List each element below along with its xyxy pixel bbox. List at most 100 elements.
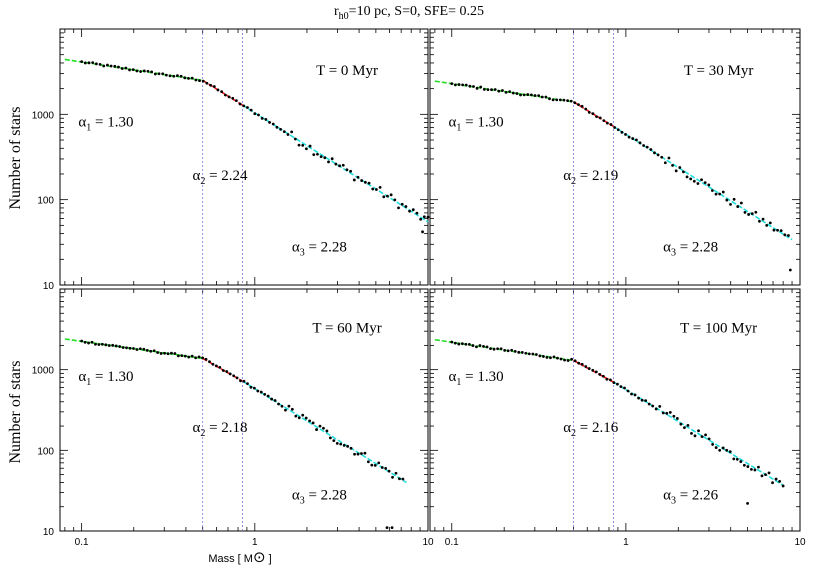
data-point	[493, 88, 497, 91]
data-point	[690, 432, 693, 435]
data-point	[384, 467, 388, 470]
data-point	[654, 407, 658, 411]
data-point	[450, 340, 454, 344]
data-point	[692, 179, 696, 183]
data-point	[501, 89, 504, 92]
data-point	[508, 90, 512, 94]
data-point	[718, 448, 722, 452]
data-point	[211, 362, 215, 366]
x-tick-label: 10	[794, 537, 806, 548]
data-point	[645, 145, 649, 149]
data-point	[672, 414, 676, 418]
plot-frame	[59, 288, 429, 532]
data-point	[569, 99, 573, 103]
data-point	[335, 441, 339, 445]
data-point	[686, 423, 690, 427]
data-point	[273, 399, 277, 402]
data-point	[461, 83, 465, 87]
data-point	[242, 104, 246, 108]
data-point	[544, 95, 548, 99]
data-point	[102, 64, 106, 68]
data-point	[389, 193, 393, 197]
data-point	[120, 67, 124, 70]
data-point	[758, 219, 761, 223]
data-point	[94, 342, 97, 346]
data-point	[721, 446, 725, 450]
data-point	[788, 268, 792, 272]
time-label: T = 30 Myr	[684, 63, 753, 79]
plot-frame	[429, 28, 801, 286]
data-point	[264, 118, 268, 121]
data-point	[520, 351, 524, 354]
data-point	[214, 364, 218, 368]
data-point	[522, 93, 526, 97]
data-point	[661, 411, 665, 415]
data-point	[711, 443, 715, 446]
data-point	[468, 84, 472, 88]
data-point	[584, 107, 588, 111]
data-point	[566, 99, 569, 102]
data-point	[750, 212, 754, 216]
data-point	[772, 228, 776, 232]
data-point	[464, 342, 468, 346]
data-point	[538, 354, 542, 358]
data-point	[415, 211, 419, 215]
data-point	[489, 347, 492, 350]
data-point	[633, 393, 637, 397]
data-point	[471, 344, 475, 347]
data-point	[696, 182, 700, 185]
data-point	[601, 374, 605, 378]
data-point	[627, 135, 631, 139]
data-point	[209, 83, 213, 87]
data-point	[142, 347, 146, 351]
data-point	[164, 73, 168, 77]
data-point	[682, 170, 685, 174]
data-point	[667, 156, 671, 160]
data-point	[128, 346, 132, 350]
data-point	[552, 355, 556, 359]
data-point	[159, 352, 163, 355]
data-point	[353, 452, 356, 456]
data-point	[346, 444, 350, 448]
data-point	[534, 353, 538, 356]
y-tick-label: 100	[37, 196, 54, 207]
data-point	[453, 83, 457, 87]
data-point	[529, 93, 533, 97]
data-point	[707, 437, 711, 441]
data-point	[732, 197, 736, 201]
data-point	[170, 351, 173, 355]
plot-frame	[429, 288, 801, 532]
data-point	[513, 350, 517, 353]
data-point	[80, 60, 84, 64]
data-point	[142, 69, 146, 73]
data-point	[710, 189, 714, 192]
data-point	[287, 404, 291, 408]
data-point	[602, 119, 606, 123]
data-point	[114, 344, 118, 348]
data-point	[163, 351, 166, 355]
data-point	[746, 501, 749, 505]
data-point	[220, 90, 224, 94]
data-point	[275, 125, 279, 129]
data-point	[760, 474, 764, 478]
data-point	[422, 215, 426, 219]
data-point	[515, 92, 519, 95]
data-point	[328, 436, 332, 440]
alpha1-label: α1 = 1.30	[78, 369, 133, 388]
data-point	[239, 379, 242, 383]
data-point	[87, 61, 91, 65]
data-point	[728, 450, 732, 454]
data-point	[457, 83, 461, 86]
data-point	[472, 85, 475, 88]
data-point	[308, 419, 312, 423]
data-point	[714, 192, 718, 196]
data-point	[768, 221, 772, 225]
data-point	[506, 349, 510, 353]
data-point	[634, 138, 638, 142]
data-point	[97, 343, 101, 346]
data-point	[263, 392, 267, 396]
data-point	[367, 181, 371, 185]
data-point	[707, 183, 711, 187]
data-point	[146, 69, 150, 73]
data-point	[545, 356, 549, 359]
